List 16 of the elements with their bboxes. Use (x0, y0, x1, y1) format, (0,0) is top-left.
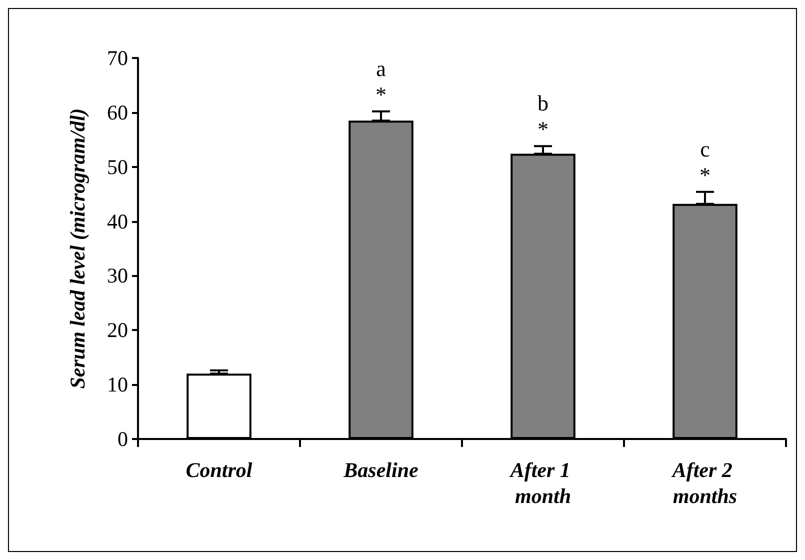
y-tick-label: 70 (107, 46, 128, 70)
annotation: c * (700, 136, 710, 188)
y-tick-label: 10 (107, 372, 128, 397)
x-tick-label: After 2 months (670, 458, 738, 508)
y-tick-label: 40 (107, 209, 128, 234)
annotation: b * (538, 90, 548, 142)
y-tick-label: 0 (118, 427, 128, 451)
annotation: a * (376, 56, 386, 107)
x-tick-label: After 1 month (508, 458, 576, 508)
y-tick-label: 30 (107, 264, 128, 288)
y-axis-title: Serum lead level (microgram/dl) (66, 108, 90, 389)
x-tick-label: Baseline (342, 458, 418, 482)
x-tick-label: Control (186, 458, 252, 482)
y-tick-label: 60 (107, 100, 128, 124)
y-tick-label: 50 (107, 154, 128, 179)
y-tick-label: 20 (107, 318, 128, 342)
